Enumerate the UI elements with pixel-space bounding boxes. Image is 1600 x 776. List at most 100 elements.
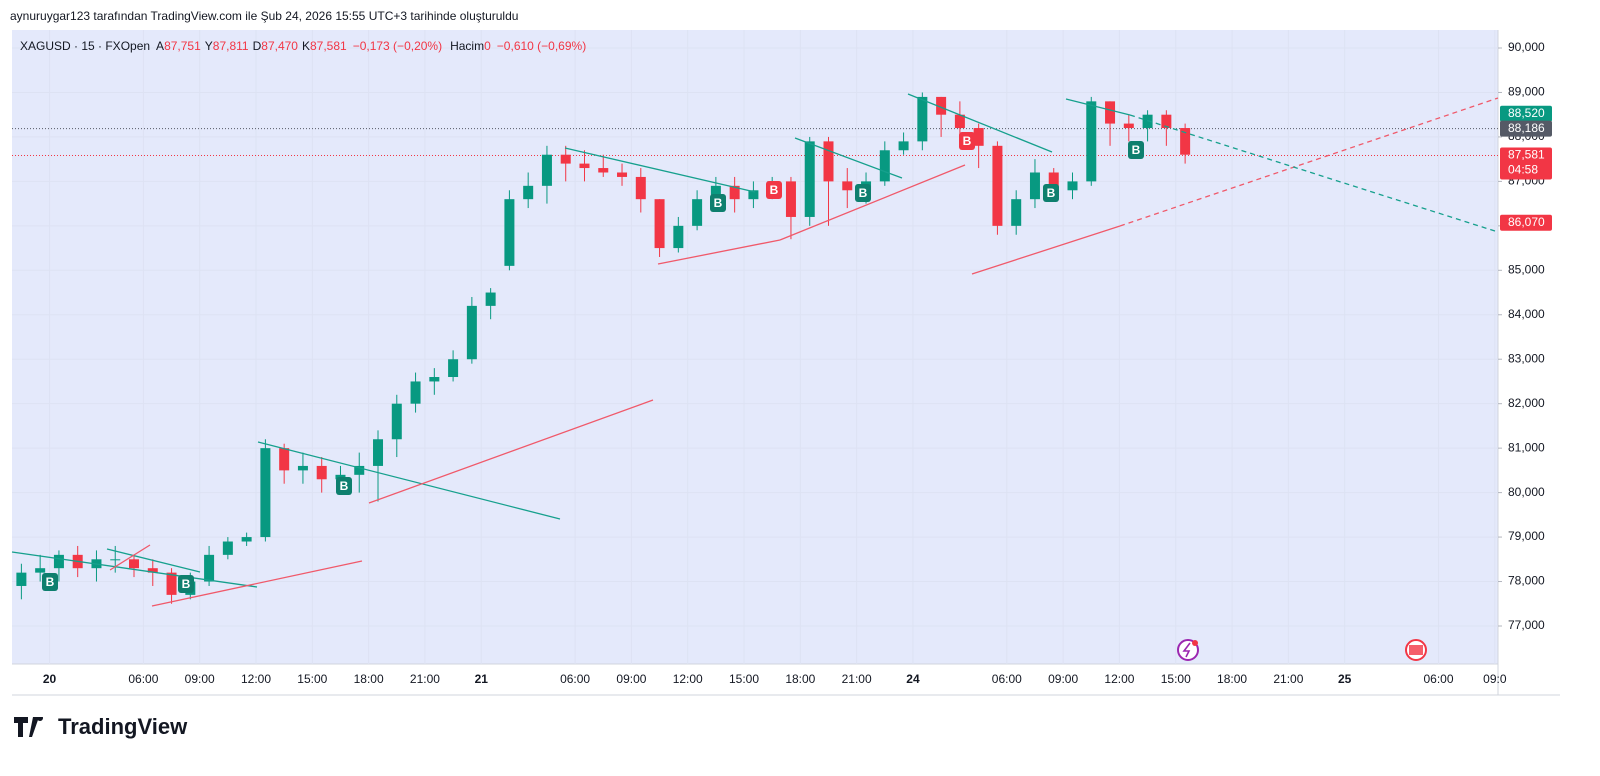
brand[interactable]: TradingView	[14, 714, 187, 740]
signal-marker	[1128, 141, 1144, 159]
signal-marker	[42, 573, 58, 591]
x-tick-label: 25	[1338, 672, 1352, 686]
x-tick-label: 06:00	[128, 672, 158, 686]
price-label-box	[1500, 147, 1552, 180]
brand-logo	[14, 717, 43, 737]
trendline	[109, 544, 151, 571]
candle-body	[279, 448, 290, 471]
candle-body	[710, 185, 721, 200]
ohlc-value: 87,751	[164, 39, 201, 53]
change: −0,173 (−0,20%)	[352, 39, 443, 53]
candle-body	[692, 199, 703, 226]
x-tick-label: 24	[906, 672, 920, 686]
candle-body	[635, 176, 646, 200]
signal-marker	[855, 184, 871, 202]
candle-body	[429, 377, 440, 382]
candle-body	[35, 568, 46, 573]
candle-body	[1161, 114, 1172, 129]
candle-body	[936, 96, 947, 115]
trendline	[564, 147, 756, 193]
event-icons	[1177, 639, 1427, 661]
y-tick-label: 80,000	[1508, 485, 1545, 499]
candle-body	[391, 403, 402, 440]
trendline-extension	[1129, 114, 1499, 233]
trendline	[657, 239, 781, 265]
candle-body	[147, 568, 158, 573]
candle-body	[485, 292, 496, 306]
signal-label: B	[770, 183, 779, 197]
signal-marker	[1043, 184, 1059, 202]
volume-label: Hacim	[450, 39, 485, 53]
x-tick-label: 21	[475, 672, 489, 686]
price-label-box	[1500, 214, 1552, 231]
volume: 0	[484, 39, 491, 53]
x-tick-label: 20	[43, 672, 57, 686]
signal-label: B	[46, 575, 55, 589]
candle-body	[1048, 172, 1059, 191]
plot-area	[12, 30, 1498, 664]
header: aynuruygar123 tarafından TradingView.com…	[10, 9, 519, 23]
candle-body	[617, 172, 628, 177]
candle-body	[241, 537, 252, 542]
y-tick-label: 82,000	[1508, 396, 1545, 410]
symbol[interactable]: XAGUSD · 15 · FXOpen	[20, 39, 151, 53]
x-tick-label: 15:00	[297, 672, 327, 686]
x-tick-label: 06:00	[560, 672, 590, 686]
candle-body	[898, 141, 909, 151]
candle-body	[879, 150, 890, 182]
candle-body	[448, 359, 459, 378]
x-tick-label: 09:00	[1048, 672, 1078, 686]
candle-body	[973, 128, 984, 146]
brand-name: TradingView	[58, 714, 188, 739]
trendline	[151, 560, 363, 607]
overlay: 77,000 78,000 79,000 80,000 81,000 82,000 83,0…	[42, 40, 1552, 686]
x-tick-label: 09:00	[616, 672, 646, 686]
y-tick-label: 90,000	[1508, 40, 1545, 54]
candle-body	[598, 168, 609, 173]
candle-body	[992, 145, 1003, 226]
x-tick-label: 06:00	[1424, 672, 1454, 686]
event-icon-glyph	[1182, 642, 1191, 658]
y-tick-label: 84,000	[1508, 307, 1545, 321]
ohlc-value: 87,470	[261, 39, 298, 53]
grid	[12, 30, 1502, 664]
candle-body	[373, 439, 384, 466]
candle-body	[1067, 181, 1078, 191]
candle-body	[1086, 101, 1097, 182]
signal-label: B	[182, 577, 191, 591]
signal-marker	[710, 194, 726, 212]
x-tick-label: 12:00	[1104, 672, 1134, 686]
candle-body	[1180, 128, 1191, 155]
candle-body	[673, 225, 684, 249]
event-dot	[1192, 640, 1198, 646]
candle-body	[804, 141, 815, 217]
legend: XAGUSD · 15 · FXOpen A 87,751 Y 87,811 D 87…	[20, 39, 586, 53]
y-tick-label: 85,000	[1508, 262, 1545, 276]
signal-label: B	[1132, 143, 1141, 157]
candle-body	[748, 190, 759, 200]
price-label: 87,581	[1508, 148, 1545, 162]
trendline	[794, 137, 903, 179]
candle-body	[53, 554, 64, 569]
x-tick-label: 09:0	[1483, 672, 1507, 686]
signal-marker	[766, 181, 782, 199]
trendline	[971, 225, 1121, 275]
signal-label: B	[1047, 186, 1056, 200]
candle-body	[1105, 101, 1116, 124]
x-tick-label: 21:00	[842, 672, 872, 686]
x-tick-label: 06:00	[992, 672, 1022, 686]
ohlc-value: 87,581	[309, 39, 347, 53]
candle-body	[785, 181, 796, 217]
y-tick-label: 79,000	[1508, 529, 1545, 543]
candle-body	[222, 541, 233, 555]
y-tick-label: 81,000	[1508, 440, 1545, 454]
trendline	[11, 551, 258, 588]
candle-body	[729, 185, 740, 200]
signal-marker	[959, 132, 975, 150]
candle-body	[260, 448, 271, 538]
trendline	[106, 548, 201, 573]
trendline-extension	[1119, 97, 1499, 227]
candle-body	[654, 199, 665, 249]
candle-body	[954, 114, 965, 129]
